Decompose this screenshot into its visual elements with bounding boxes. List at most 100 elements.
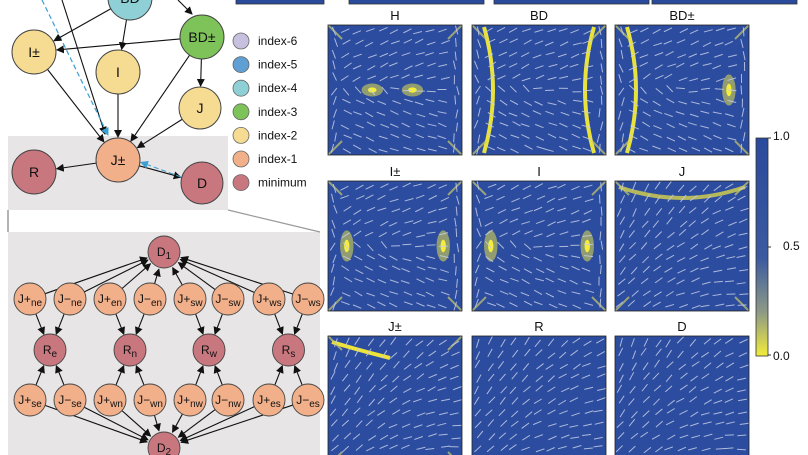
director-dash — [740, 143, 743, 153]
director-dash — [521, 446, 530, 451]
director-dash — [415, 133, 424, 139]
director-dash — [675, 87, 685, 90]
director-dash — [522, 398, 530, 405]
director-dash — [632, 208, 637, 217]
node-circle — [252, 383, 286, 417]
director-dash — [653, 265, 662, 272]
director-dash — [678, 147, 688, 152]
director-dash — [545, 51, 555, 56]
director-dash — [558, 196, 567, 201]
director-dash — [475, 85, 481, 94]
director-dash — [509, 38, 519, 44]
director-dash — [477, 107, 481, 117]
director-dash — [596, 133, 600, 143]
saddle-node: J+en — [93, 282, 127, 316]
director-dash — [559, 410, 568, 415]
director-dash — [454, 266, 457, 276]
director-dash — [523, 300, 533, 306]
director-dash — [548, 397, 556, 404]
director-dash — [620, 26, 625, 36]
node-circle — [53, 282, 87, 316]
director-dash — [451, 351, 460, 357]
edge-arrow — [121, 410, 152, 437]
node-circle — [252, 282, 286, 316]
director-dash — [330, 263, 335, 273]
director-dash — [726, 256, 736, 260]
director-dash — [534, 183, 544, 189]
director-dash — [643, 372, 650, 380]
director-dash — [366, 277, 375, 283]
director-dash — [439, 363, 449, 369]
director-dash — [329, 408, 337, 417]
director-dash — [452, 60, 456, 70]
panel-field — [472, 336, 606, 455]
director-dash — [341, 408, 349, 417]
node-circle — [95, 137, 141, 183]
director-dash — [704, 244, 713, 250]
legend-swatch — [232, 174, 250, 192]
director-dash — [629, 242, 637, 250]
director-dash — [523, 243, 532, 251]
director-dash — [666, 244, 675, 251]
director-dash — [702, 42, 712, 47]
panel-field — [615, 336, 749, 455]
director-dash — [380, 374, 388, 382]
director-dash — [352, 433, 361, 440]
node-circle — [133, 383, 167, 417]
director-dash — [342, 98, 351, 104]
director-dash — [401, 122, 410, 128]
director-dash — [676, 39, 686, 44]
director-dash — [675, 111, 685, 115]
director-dash — [655, 208, 663, 216]
director-dash — [581, 374, 591, 379]
panel-frame — [327, 335, 463, 455]
director-dash — [485, 241, 492, 249]
director-dash — [701, 447, 711, 452]
director-dash — [619, 122, 624, 131]
director-dash — [331, 193, 335, 203]
director-dash — [664, 446, 674, 451]
director-dash — [389, 397, 398, 404]
director-dash — [703, 399, 712, 405]
director-dash — [545, 254, 555, 258]
director-dash — [593, 409, 603, 413]
director-dash — [476, 228, 482, 237]
director-dash — [333, 362, 339, 372]
director-dash — [655, 408, 663, 416]
node-label: J−sw — [215, 292, 241, 309]
edge-arrow — [274, 364, 284, 386]
director-dash — [352, 304, 362, 309]
director-dash — [381, 350, 388, 359]
node-circle — [180, 161, 224, 205]
director-dash — [712, 111, 722, 115]
director-dash — [726, 267, 737, 270]
director-dash — [737, 304, 747, 306]
director-dash — [690, 290, 700, 295]
director-dash — [367, 410, 376, 417]
director-dash — [535, 277, 544, 282]
director-dash — [640, 431, 649, 438]
director-dash — [652, 145, 661, 150]
director-dash — [617, 431, 625, 440]
director-dash — [667, 399, 676, 407]
corner-defect — [328, 140, 343, 155]
director-dash — [572, 124, 581, 129]
director-dash — [599, 255, 601, 265]
edge-arrow — [55, 364, 65, 386]
director-dash — [427, 386, 436, 392]
director-dash — [738, 246, 748, 250]
director-dash — [426, 255, 436, 259]
director-dash — [570, 373, 580, 379]
director-dash — [523, 386, 531, 393]
defect-line — [625, 26, 638, 154]
director-dash — [690, 233, 699, 240]
dashed-path-arrow — [41, 0, 109, 136]
director-dash — [343, 384, 351, 392]
director-dash — [496, 303, 505, 308]
director-dash — [677, 53, 687, 59]
director-dash — [571, 185, 580, 191]
director-dash — [700, 386, 709, 392]
director-dash — [402, 207, 411, 213]
director-dash — [642, 421, 650, 429]
director-dash — [582, 136, 592, 141]
